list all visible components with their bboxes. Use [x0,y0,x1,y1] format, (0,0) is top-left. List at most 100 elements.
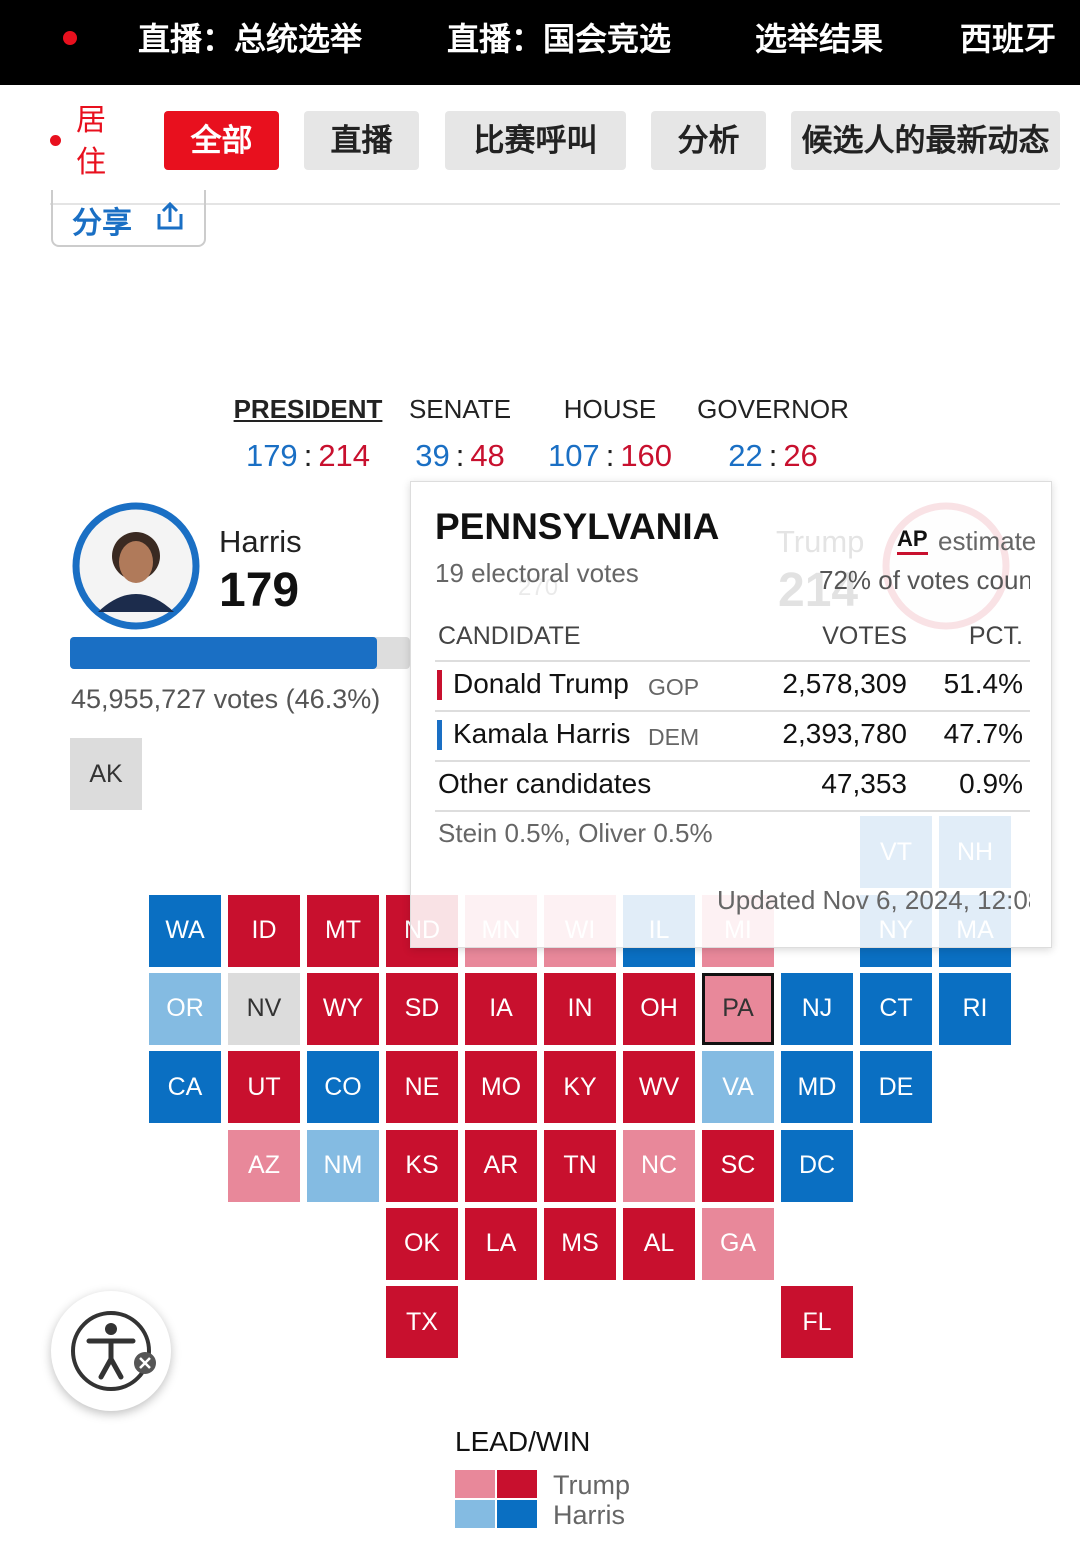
race-tab[interactable]: HOUSE [563,394,657,424]
state-tile[interactable]: AZ [228,1129,300,1202]
state-tile[interactable]: SC [702,1129,774,1202]
race-tab[interactable]: PRESIDENT [233,394,383,424]
state-tile[interactable]: NM [307,1129,379,1202]
state-tile[interactable]: NV [228,972,300,1045]
state-tile[interactable]: CA [149,1051,221,1124]
popup-title: PENNSYLVANIA [435,506,720,547]
party-label: DEM [648,724,700,750]
candidate-name: Donald Trump [453,668,629,699]
state-tile[interactable]: OR [149,972,221,1045]
table-rule [435,710,1030,712]
harris-photo [72,502,200,630]
vote-pct: 47.7% [943,718,1023,749]
state-tile[interactable]: MD [781,1051,853,1124]
state-tile[interactable]: PA [702,972,774,1045]
legend-title: LEAD/WIN [455,1426,591,1457]
dem-score: 39 [415,438,450,473]
race-tab[interactable]: SENATE [408,394,512,424]
accessibility-button[interactable] [51,1291,171,1411]
state-tile[interactable]: KS [386,1129,458,1202]
state-tile[interactable]: NC [623,1129,695,1202]
nav-item[interactable]: 选举结果 [755,21,884,57]
state-tile[interactable]: WV [623,1051,695,1124]
dem-score: 107 [547,438,600,473]
state-tile[interactable]: FL [781,1286,853,1359]
legend-swatch [497,1470,537,1498]
state-tile[interactable]: MT [307,894,379,967]
candidate-votes: 45,955,727 votes (46.3%) [71,684,381,714]
state-tile[interactable]: OK [386,1207,458,1280]
vote-count: 47,353 [821,768,907,799]
score-separator: : [303,438,313,473]
state-tile[interactable]: UT [228,1051,300,1124]
filter-tab[interactable]: 比赛呼叫 [445,111,626,170]
nav-item[interactable]: 直播：总统选举 [138,21,363,57]
race-tab[interactable]: GOVERNOR [697,394,849,424]
state-tile[interactable]: AR [465,1129,537,1202]
state-tile[interactable]: IA [465,972,537,1045]
state-tile[interactable]: TX [386,1286,458,1359]
table-header: PCT. [968,622,1023,650]
state-tile[interactable]: DC [781,1129,853,1202]
state-tile[interactable]: WA [149,894,221,967]
nav-item[interactable]: 直播：国会竞选 [447,21,672,57]
top-nav [0,0,1080,85]
candidate-name: Other candidates [438,768,652,799]
table-rule [435,760,1030,762]
share-icon [157,201,183,230]
share-label: 分享 [72,207,132,240]
state-tile[interactable]: NE [386,1051,458,1124]
rep-score: 26 [783,438,818,473]
nav-item[interactable]: 西班牙 [960,21,1057,57]
state-tile[interactable]: TN [544,1129,616,1202]
rep-score: 214 [318,438,371,473]
filter-tab[interactable]: 候选人的最新动态 [791,111,1060,170]
state-tile[interactable]: MS [544,1207,616,1280]
party-bar [437,720,442,750]
candidate-electoral: 179 [219,564,300,617]
dem-score: 22 [728,438,763,473]
popup-clip: 72% of votes counted Updated Nov 6, 2024,… [410,481,1030,946]
state-tile[interactable]: GA [702,1207,774,1280]
live-dot [50,135,61,146]
legend-swatch [455,1470,495,1498]
accessibility-icon [71,1311,156,1391]
table-header: VOTES [822,622,907,650]
state-tile[interactable]: DE [860,1051,932,1124]
party-bar [437,670,442,700]
state-tile[interactable]: AK [70,738,142,810]
state-tile[interactable]: WY [307,972,379,1045]
state-tile[interactable]: MO [465,1051,537,1124]
score-separator: : [605,438,615,473]
legend-swatch [497,1500,537,1528]
party-label: GOP [648,674,700,700]
filter-tab[interactable]: 直播 [304,111,419,170]
race-score: 179:214 [228,438,388,474]
state-tile[interactable]: ID [228,894,300,967]
side-label[interactable]: 居住 [76,104,106,179]
candidate-name: Kamala Harris [453,718,631,749]
state-tile[interactable]: CT [860,972,932,1045]
legend-swatch [455,1500,495,1528]
filter-tab[interactable]: 全部 [164,111,279,170]
state-tile[interactable]: VA [702,1051,774,1124]
state-tile[interactable]: LA [465,1207,537,1280]
state-tile[interactable]: AL [623,1207,695,1280]
share-button[interactable]: 分享 [51,190,206,247]
legend-label: Trump [553,1470,631,1500]
popup-electoral: 19 electoral votes [435,558,639,588]
state-tile[interactable]: SD [386,972,458,1045]
state-tile[interactable]: RI [939,972,1011,1045]
popup-note: Stein 0.5%, Oliver 0.5% [438,818,713,848]
race-score: 22:26 [693,438,853,474]
state-popup [410,481,1052,948]
state-tile[interactable]: NJ [781,972,853,1045]
score-separator: : [768,438,778,473]
state-tile[interactable]: OH [623,972,695,1045]
state-tile[interactable]: IN [544,972,616,1045]
state-tile[interactable]: CO [307,1051,379,1124]
state-tile[interactable]: KY [544,1051,616,1124]
legend-label: Harris [553,1500,625,1530]
filter-tab[interactable]: 分析 [651,111,766,170]
divider [50,203,1060,205]
